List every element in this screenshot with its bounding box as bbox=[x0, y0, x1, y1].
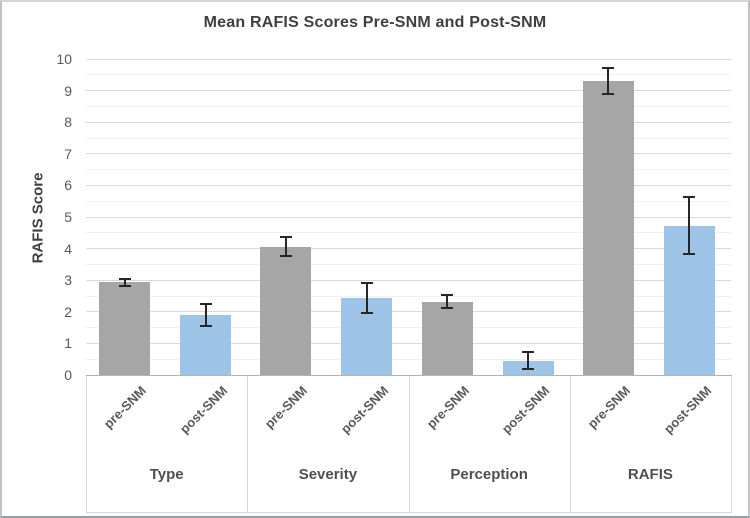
minor-gridline bbox=[86, 137, 731, 139]
error-bar-cap bbox=[522, 351, 534, 354]
category-divider bbox=[86, 376, 87, 513]
error-bar-cap bbox=[683, 196, 696, 199]
y-tick-label: 4 bbox=[64, 240, 72, 257]
error-bar-cap bbox=[360, 312, 373, 315]
error-bar bbox=[607, 68, 610, 94]
error-bar bbox=[204, 303, 207, 326]
axis-bottom-line bbox=[86, 512, 732, 513]
error-bar bbox=[527, 352, 529, 370]
y-tick-label: 2 bbox=[64, 303, 72, 320]
error-bar-cap bbox=[602, 67, 615, 70]
bar-label-post-SNM: post-SNM bbox=[660, 383, 714, 437]
bar-label-post-SNM: post-SNM bbox=[499, 383, 553, 437]
error-bar-cap bbox=[441, 294, 453, 297]
error-bar-cap bbox=[360, 282, 373, 285]
minor-gridline bbox=[86, 200, 731, 202]
category-divider bbox=[247, 376, 249, 513]
y-tick-label: 0 bbox=[64, 367, 72, 383]
error-bar-cap bbox=[683, 253, 696, 256]
major-gridline bbox=[86, 279, 731, 281]
bar-label-post-SNM: post-SNM bbox=[337, 383, 392, 437]
major-gridline bbox=[86, 311, 731, 313]
major-gridline bbox=[86, 90, 731, 92]
bar-pre-SNM-perception bbox=[421, 301, 473, 375]
category-label-perception: Perception bbox=[450, 466, 528, 483]
error-bar bbox=[365, 283, 368, 314]
bar-label-pre-SNM: pre-SNM bbox=[423, 383, 472, 432]
bar-pre-SNM-severity bbox=[260, 246, 312, 375]
major-gridline bbox=[86, 121, 731, 123]
y-tick-label: 1 bbox=[64, 335, 72, 352]
minor-gridline bbox=[86, 105, 731, 107]
major-gridline bbox=[86, 184, 731, 186]
minor-gridline bbox=[86, 232, 731, 234]
error-bar-cap bbox=[602, 92, 615, 95]
y-tick-label: 8 bbox=[64, 114, 72, 131]
bar-label-pre-SNM: pre-SNM bbox=[100, 383, 150, 432]
error-bar-cap bbox=[441, 307, 453, 309]
chart-title: Mean RAFIS Scores Pre-SNM and Post-SNM bbox=[203, 14, 547, 31]
error-bar bbox=[446, 295, 448, 308]
minor-gridline bbox=[86, 169, 731, 171]
major-gridline bbox=[86, 342, 731, 344]
minor-gridline bbox=[86, 263, 731, 265]
y-tick-label: 5 bbox=[64, 209, 72, 225]
bar-pre-SNM-rafis bbox=[582, 81, 634, 375]
y-tick-label: 3 bbox=[64, 272, 72, 289]
category-divider bbox=[569, 376, 571, 513]
minor-gridline bbox=[86, 74, 731, 76]
bar-label-pre-SNM: pre-SNM bbox=[584, 383, 633, 432]
error-bar-cap bbox=[118, 284, 131, 287]
error-bar bbox=[284, 237, 287, 257]
error-bar-cap bbox=[522, 368, 534, 371]
y-tick-label: 10 bbox=[56, 51, 72, 67]
x-axis-line bbox=[86, 375, 732, 376]
major-gridline bbox=[86, 58, 731, 60]
minor-gridline bbox=[86, 295, 731, 297]
category-divider bbox=[408, 376, 410, 513]
y-tick-label: 6 bbox=[64, 177, 72, 194]
major-gridline bbox=[86, 153, 731, 155]
error-bar-cap bbox=[199, 302, 212, 305]
y-tick-label: 9 bbox=[64, 82, 72, 99]
category-divider bbox=[731, 376, 732, 513]
y-tick-label: 7 bbox=[64, 145, 72, 162]
major-gridline bbox=[86, 248, 731, 250]
minor-gridline bbox=[86, 327, 731, 329]
category-label-rafis: RAFIS bbox=[627, 466, 673, 483]
error-bar-cap bbox=[199, 325, 212, 328]
minor-gridline bbox=[86, 358, 731, 360]
major-gridline bbox=[86, 216, 731, 218]
plot-area bbox=[86, 58, 731, 375]
error-bar bbox=[688, 197, 691, 255]
error-bar-cap bbox=[118, 278, 131, 281]
category-label-severity: Severity bbox=[298, 466, 358, 483]
bar-label-post-SNM: post-SNM bbox=[176, 383, 231, 437]
bar-pre-SNM-type bbox=[99, 282, 150, 375]
error-bar bbox=[123, 279, 126, 286]
error-bar-cap bbox=[279, 236, 292, 239]
category-label-type: Type bbox=[149, 466, 184, 483]
bar-label-pre-SNM: pre-SNM bbox=[261, 383, 311, 432]
error-bar-cap bbox=[279, 255, 292, 258]
